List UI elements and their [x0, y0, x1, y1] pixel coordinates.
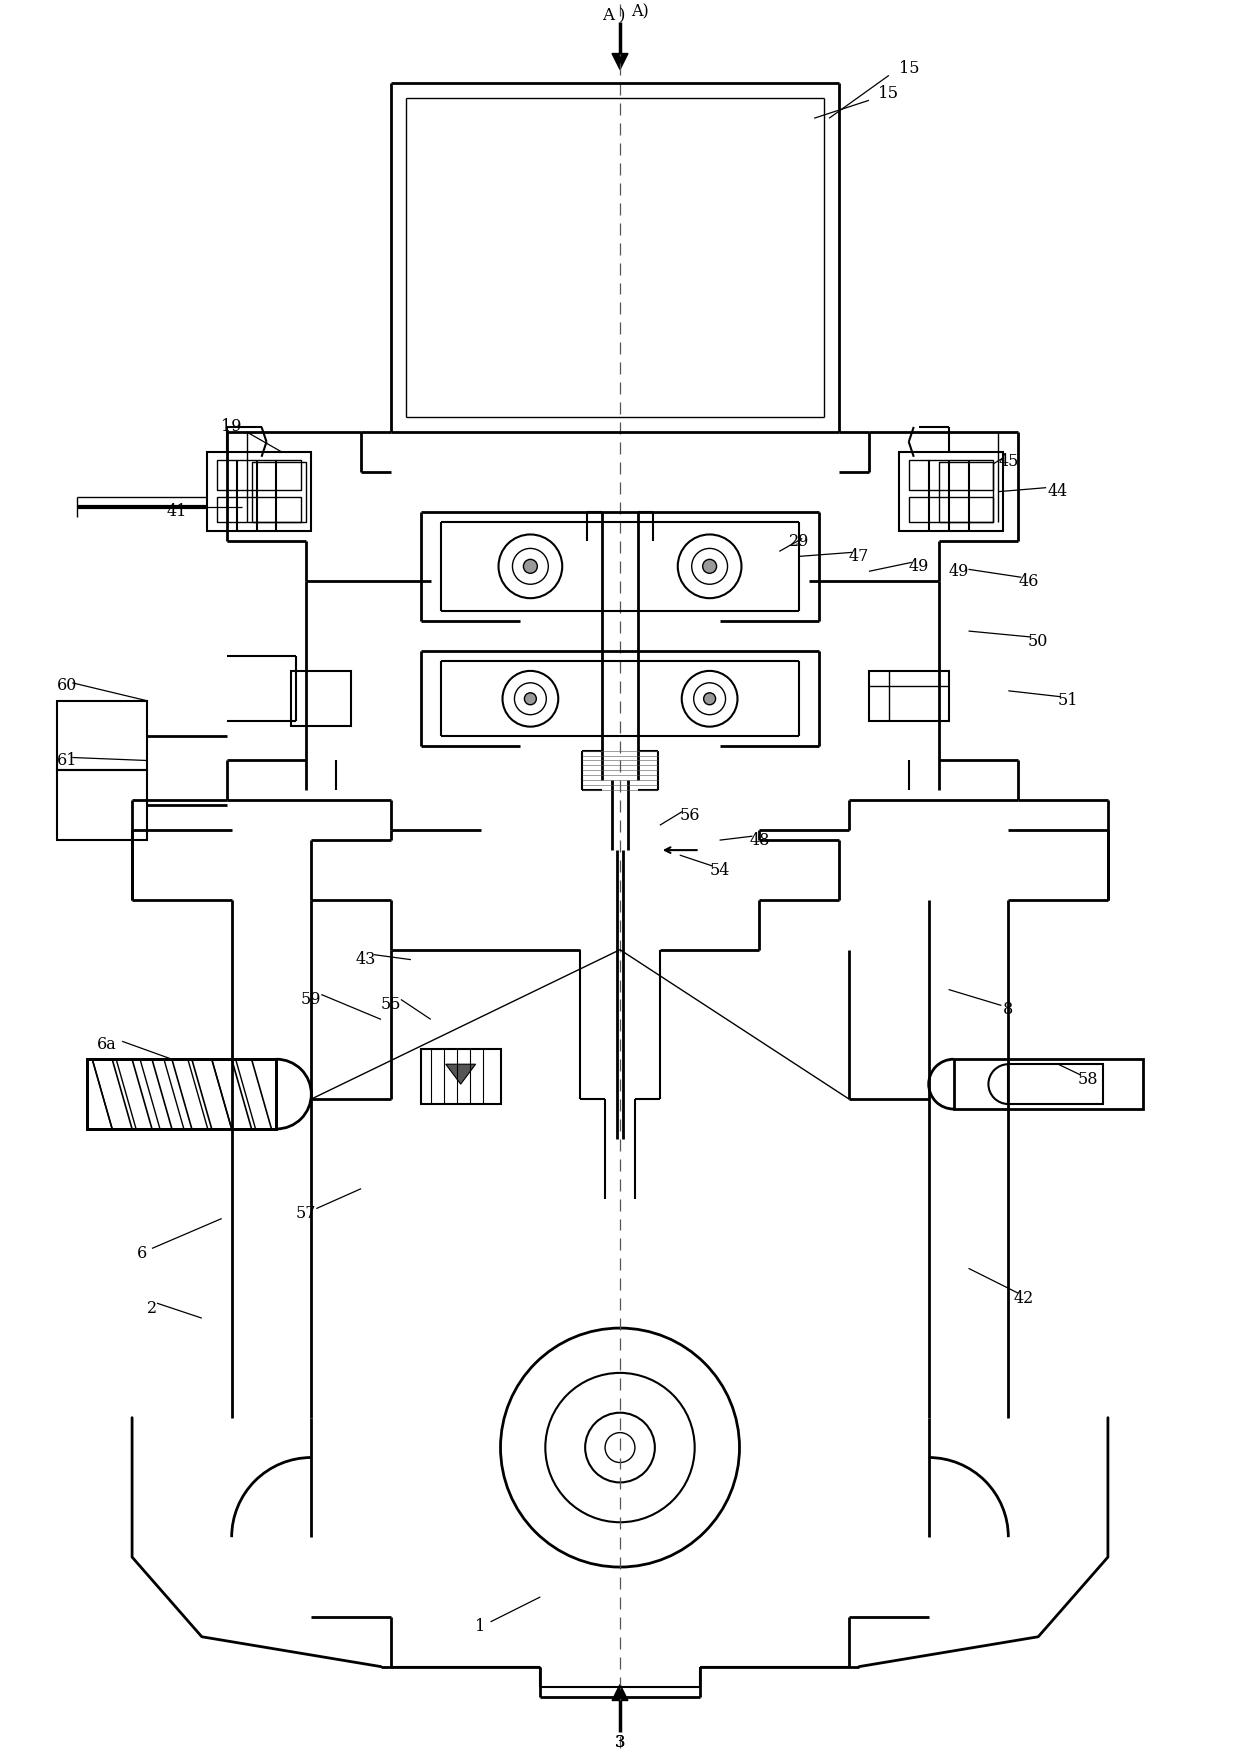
Text: A): A)	[631, 4, 649, 21]
Bar	[87, 1059, 277, 1130]
Circle shape	[703, 560, 717, 574]
Text: 29: 29	[789, 533, 810, 551]
Bar	[57, 702, 148, 770]
Text: 3: 3	[615, 1733, 625, 1750]
Text: 44: 44	[1048, 482, 1068, 500]
Text: 60: 60	[57, 677, 78, 695]
Text: 54: 54	[709, 861, 730, 879]
Text: 15: 15	[899, 60, 919, 77]
Bar	[291, 670, 351, 726]
Text: 1: 1	[475, 1619, 486, 1635]
Circle shape	[703, 693, 715, 705]
Text: 56: 56	[680, 807, 699, 824]
Text: 43: 43	[356, 951, 376, 968]
Text: 6a: 6a	[97, 1037, 117, 1052]
Text: 46: 46	[1018, 574, 1038, 589]
Bar	[909, 460, 993, 489]
Text: 59: 59	[301, 991, 321, 1009]
Bar	[909, 496, 993, 521]
Text: 3: 3	[615, 1733, 625, 1750]
Bar	[1008, 1065, 1102, 1103]
Polygon shape	[445, 1065, 476, 1084]
Bar	[954, 1059, 1143, 1109]
Text: 47: 47	[849, 547, 869, 565]
Text: 61: 61	[57, 752, 78, 768]
Text: 2: 2	[146, 1300, 157, 1317]
Bar	[869, 670, 949, 721]
Bar	[420, 1049, 501, 1103]
Text: 58: 58	[1078, 1070, 1099, 1087]
Text: 45: 45	[998, 453, 1018, 470]
Text: 51: 51	[1058, 693, 1079, 709]
Text: 6: 6	[136, 1245, 148, 1261]
Text: 8: 8	[1003, 1002, 1013, 1017]
Circle shape	[525, 693, 537, 705]
Bar	[57, 770, 148, 840]
Bar	[217, 496, 301, 521]
Bar	[207, 453, 311, 531]
Text: 15: 15	[878, 84, 899, 102]
Bar	[252, 461, 306, 521]
Text: 41: 41	[166, 503, 187, 519]
Bar	[217, 460, 301, 489]
Text: 50: 50	[1028, 633, 1048, 649]
Text: ): )	[619, 7, 625, 25]
Circle shape	[523, 560, 537, 574]
Text: 49: 49	[909, 558, 929, 575]
Text: 55: 55	[381, 996, 402, 1014]
Polygon shape	[613, 54, 627, 70]
Bar	[87, 1059, 277, 1130]
Polygon shape	[613, 1684, 627, 1700]
Bar	[899, 453, 1003, 531]
Text: 57: 57	[296, 1205, 316, 1223]
Text: 19: 19	[222, 419, 242, 435]
Text: 48: 48	[749, 831, 770, 849]
Text: 49: 49	[949, 563, 968, 581]
Text: 42: 42	[1013, 1289, 1033, 1307]
Text: A: A	[603, 7, 614, 25]
Bar	[939, 461, 993, 521]
